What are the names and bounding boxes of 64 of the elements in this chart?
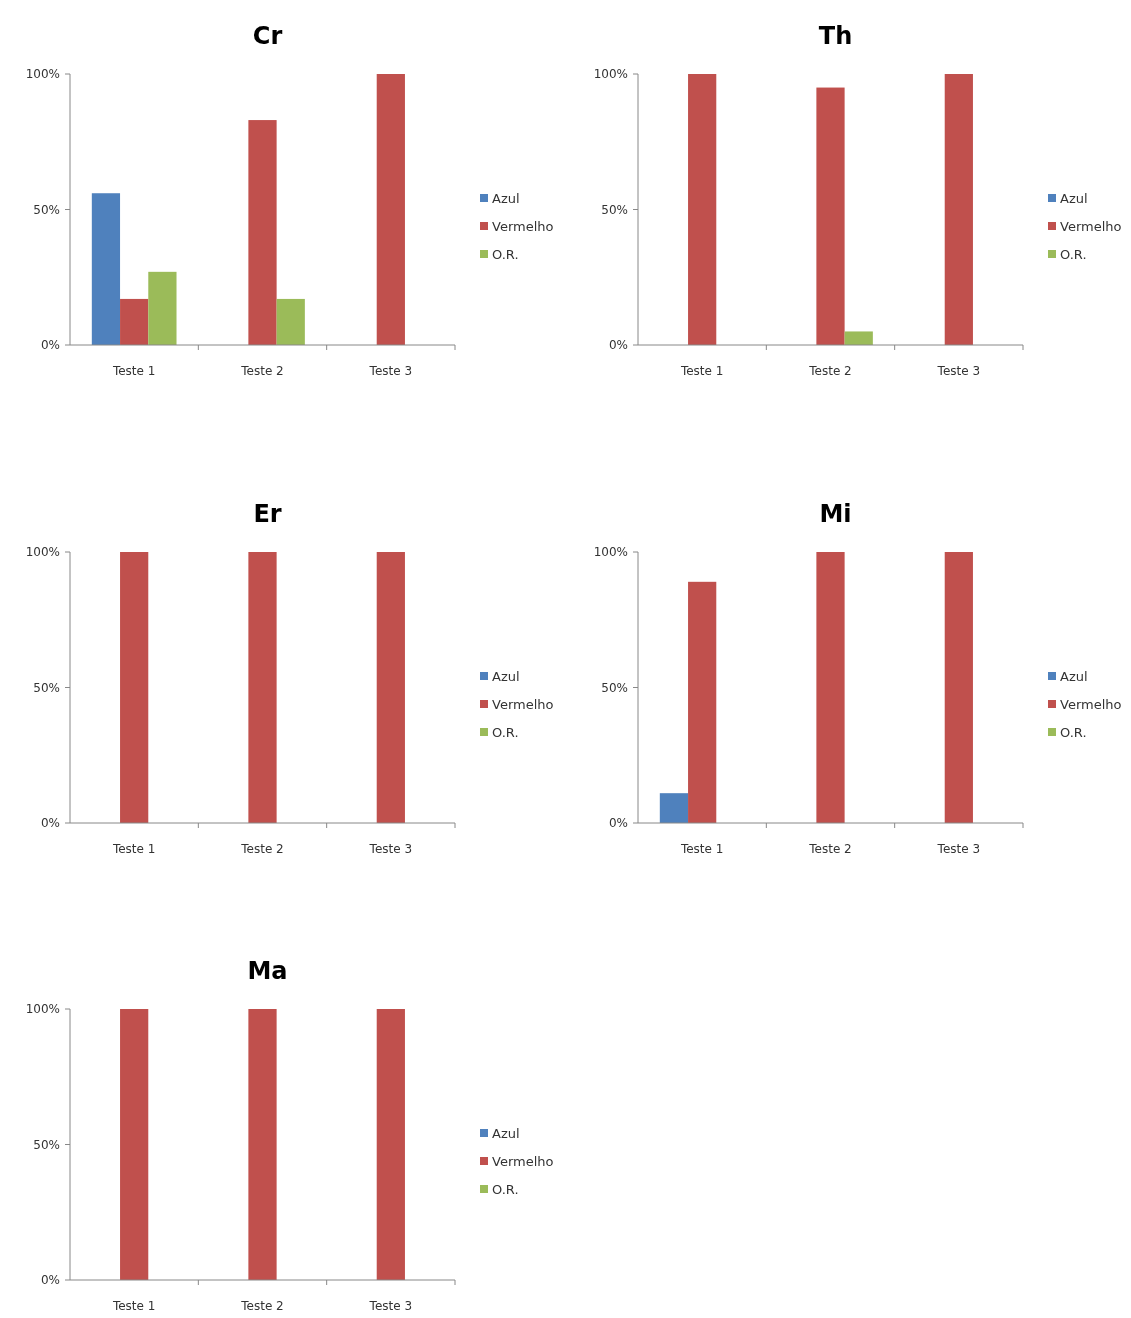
legend-label: O.R. — [492, 724, 519, 740]
y-tick-label: 50% — [33, 680, 60, 695]
x-tick-label: Teste 2 — [240, 842, 284, 856]
x-tick-label: Teste 3 — [368, 842, 413, 856]
bar — [248, 120, 277, 345]
x-tick-label: Teste 3 — [368, 364, 413, 378]
legend-label: Vermelho — [1060, 696, 1122, 712]
x-tick-label: Teste 2 — [808, 842, 852, 856]
y-tick-label: 50% — [33, 1137, 60, 1152]
y-tick-label: 0% — [40, 1273, 60, 1288]
y-tick-label: 0% — [608, 816, 628, 831]
legend-label: Vermelho — [492, 218, 554, 234]
legend-label: Azul — [1060, 668, 1088, 684]
bar — [944, 552, 973, 823]
y-tick-label: 100% — [593, 545, 628, 560]
x-tick-label: Teste 3 — [936, 842, 981, 856]
bar — [120, 298, 149, 345]
y-tick-label: 0% — [40, 338, 60, 353]
x-tick-label: Teste 1 — [111, 842, 156, 856]
bar — [844, 331, 873, 345]
y-tick-label: 50% — [33, 202, 60, 217]
bar — [816, 552, 845, 823]
bar — [688, 581, 717, 823]
legend-label: O.R. — [1060, 724, 1087, 740]
bar — [91, 193, 121, 345]
legend-label: Vermelho — [1060, 218, 1122, 234]
y-tick-label: 50% — [601, 680, 628, 695]
bar — [659, 793, 689, 823]
x-tick-label: Teste 3 — [936, 364, 981, 378]
x-tick-label: Teste 2 — [240, 1299, 284, 1313]
y-tick-label: 100% — [25, 545, 60, 560]
chart-title: Ma — [247, 957, 288, 985]
y-tick-label: 100% — [593, 67, 628, 82]
legend-label: O.R. — [1060, 246, 1087, 262]
bar — [816, 87, 845, 345]
legend-label: O.R. — [492, 1181, 519, 1197]
chart-title: Mi — [819, 500, 852, 528]
y-tick-label: 0% — [40, 816, 60, 831]
y-tick-label: 50% — [601, 202, 628, 217]
legend-label: O.R. — [492, 246, 519, 262]
legend-label: Azul — [492, 1125, 520, 1141]
x-tick-label: Teste 1 — [111, 364, 156, 378]
legend-label: Vermelho — [492, 1153, 554, 1169]
bar — [276, 298, 305, 345]
x-tick-label: Teste 1 — [679, 842, 724, 856]
legend-label: Azul — [492, 190, 520, 206]
chart-title: Cr — [252, 22, 283, 50]
x-tick-label: Teste 1 — [111, 1299, 156, 1313]
x-tick-label: Teste 2 — [240, 364, 284, 378]
legend-label: Azul — [1060, 190, 1088, 206]
y-tick-label: 100% — [25, 67, 60, 82]
bar — [376, 74, 405, 345]
y-tick-label: 100% — [25, 1002, 60, 1017]
x-tick-label: Teste 1 — [679, 364, 724, 378]
bar — [148, 271, 177, 345]
bar — [944, 74, 973, 345]
legend-label: Azul — [492, 668, 520, 684]
chart-title: Th — [818, 22, 853, 50]
bar — [688, 74, 717, 345]
x-tick-label: Teste 3 — [368, 1299, 413, 1313]
y-tick-label: 0% — [608, 338, 628, 353]
chart-title: Er — [253, 500, 282, 528]
legend-label: Vermelho — [492, 696, 554, 712]
x-tick-label: Teste 2 — [808, 364, 852, 378]
